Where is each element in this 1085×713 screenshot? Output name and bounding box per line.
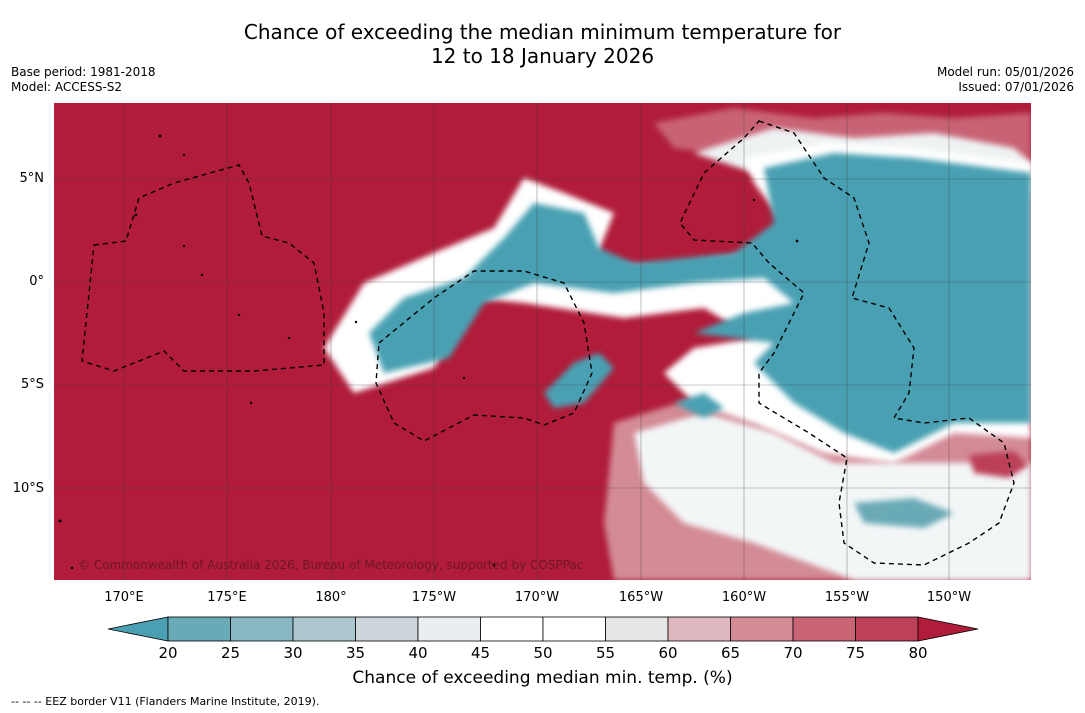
colorbar-tick-label: 75 [845, 644, 866, 662]
lon-tick-175w: 175°W [411, 590, 457, 605]
colorbar-tick-label: 40 [408, 644, 428, 662]
colorbar-bin [167, 616, 231, 642]
colorbar-tick-label: 70 [783, 644, 803, 662]
colorbar-bin [417, 616, 481, 642]
model-run: Model run: 05/01/2026 [936, 65, 1074, 79]
colorbar-tick-label: 35 [345, 644, 366, 662]
eez-border-east [679, 120, 1015, 566]
meta-left: Base period: 1981-2018 Model: ACCESS-S2 [11, 65, 156, 95]
eez-legend-note: -- -- -- EEZ border V11 (Flanders Marine… [11, 695, 320, 708]
title-line-1: Chance of exceeding the median minimum t… [243, 20, 842, 44]
map-panel: © Commonwealth of Australia 2026, Bureau… [54, 103, 1031, 580]
colorbar-bin [230, 616, 294, 642]
meta-right: Model run: 05/01/2026 Issued: 07/01/2026 [937, 65, 1074, 95]
eez-border-central [375, 270, 593, 442]
copyright-notice: © Commonwealth of Australia 2026, Bureau… [78, 558, 584, 572]
teal-region-east [369, 153, 1031, 453]
base-period: Base period: 1981-2018 [11, 65, 156, 79]
graticule [54, 103, 1031, 580]
colorbar-tick-label: 50 [533, 644, 553, 662]
colorbar-tick-label: 60 [658, 644, 678, 662]
lon-tick-150w: 150°W [926, 590, 972, 605]
islands [58, 134, 799, 570]
title-line-2: 12 to 18 January 2026 [430, 44, 655, 68]
map-field [54, 103, 1031, 580]
lat-tick-0: 0° [29, 274, 44, 289]
colorbar-svg [107, 616, 979, 642]
lon-tick-165w: 165°W [618, 590, 664, 605]
lon-tick-175e: 175°E [207, 590, 247, 605]
lon-tick-155w: 155°W [824, 590, 870, 605]
colorbar-label: Chance of exceeding median min. temp. (%… [352, 668, 733, 688]
colorbar-bin [355, 616, 419, 642]
colorbar-extend-high [917, 616, 979, 642]
colorbar [107, 616, 979, 646]
teal-patch-southeast [854, 498, 954, 528]
lat-tick-10s: 10°S [12, 481, 44, 496]
colorbar-bin [792, 616, 856, 642]
colorbar-bin [605, 616, 669, 642]
chart-title: Chance of exceeding the median minimum t… [0, 20, 1085, 68]
eez-border-west [81, 164, 325, 372]
colorbar-tick-label: 65 [720, 644, 741, 662]
lat-tick-5s: 5°S [20, 377, 44, 392]
model-name: Model: ACCESS-S2 [11, 80, 123, 94]
red-spot-southeast [969, 451, 1029, 478]
lat-tick-5n: 5°N [19, 171, 45, 186]
colorbar-bin [855, 616, 919, 642]
lon-tick-170e: 170°E [104, 590, 144, 605]
colorbar-tick-label: 45 [470, 644, 491, 662]
lon-tick-170w: 170°W [514, 590, 560, 605]
white-region-southeast [634, 413, 1031, 580]
colorbar-bin [730, 616, 794, 642]
colorbar-extend-low [107, 616, 169, 642]
colorbar-tick-label: 25 [220, 644, 241, 662]
colorbar-bin [480, 616, 544, 642]
colorbar-bin [667, 616, 731, 642]
colorbar-tick-label: 80 [908, 644, 928, 662]
teal-patch-south [544, 353, 614, 408]
lon-tick-180: 180° [315, 590, 347, 605]
teal-patch-mid [674, 393, 724, 418]
eez-borders [81, 120, 1015, 566]
colorbar-bin [542, 616, 606, 642]
colorbar-bin [292, 616, 356, 642]
colorbar-tick-label: 20 [158, 644, 178, 662]
issued-date: Issued: 07/01/2026 [958, 80, 1074, 94]
colorbar-tick-label: 30 [283, 644, 303, 662]
colorbar-tick-label: 55 [595, 644, 616, 662]
lon-tick-160w: 160°W [721, 590, 767, 605]
